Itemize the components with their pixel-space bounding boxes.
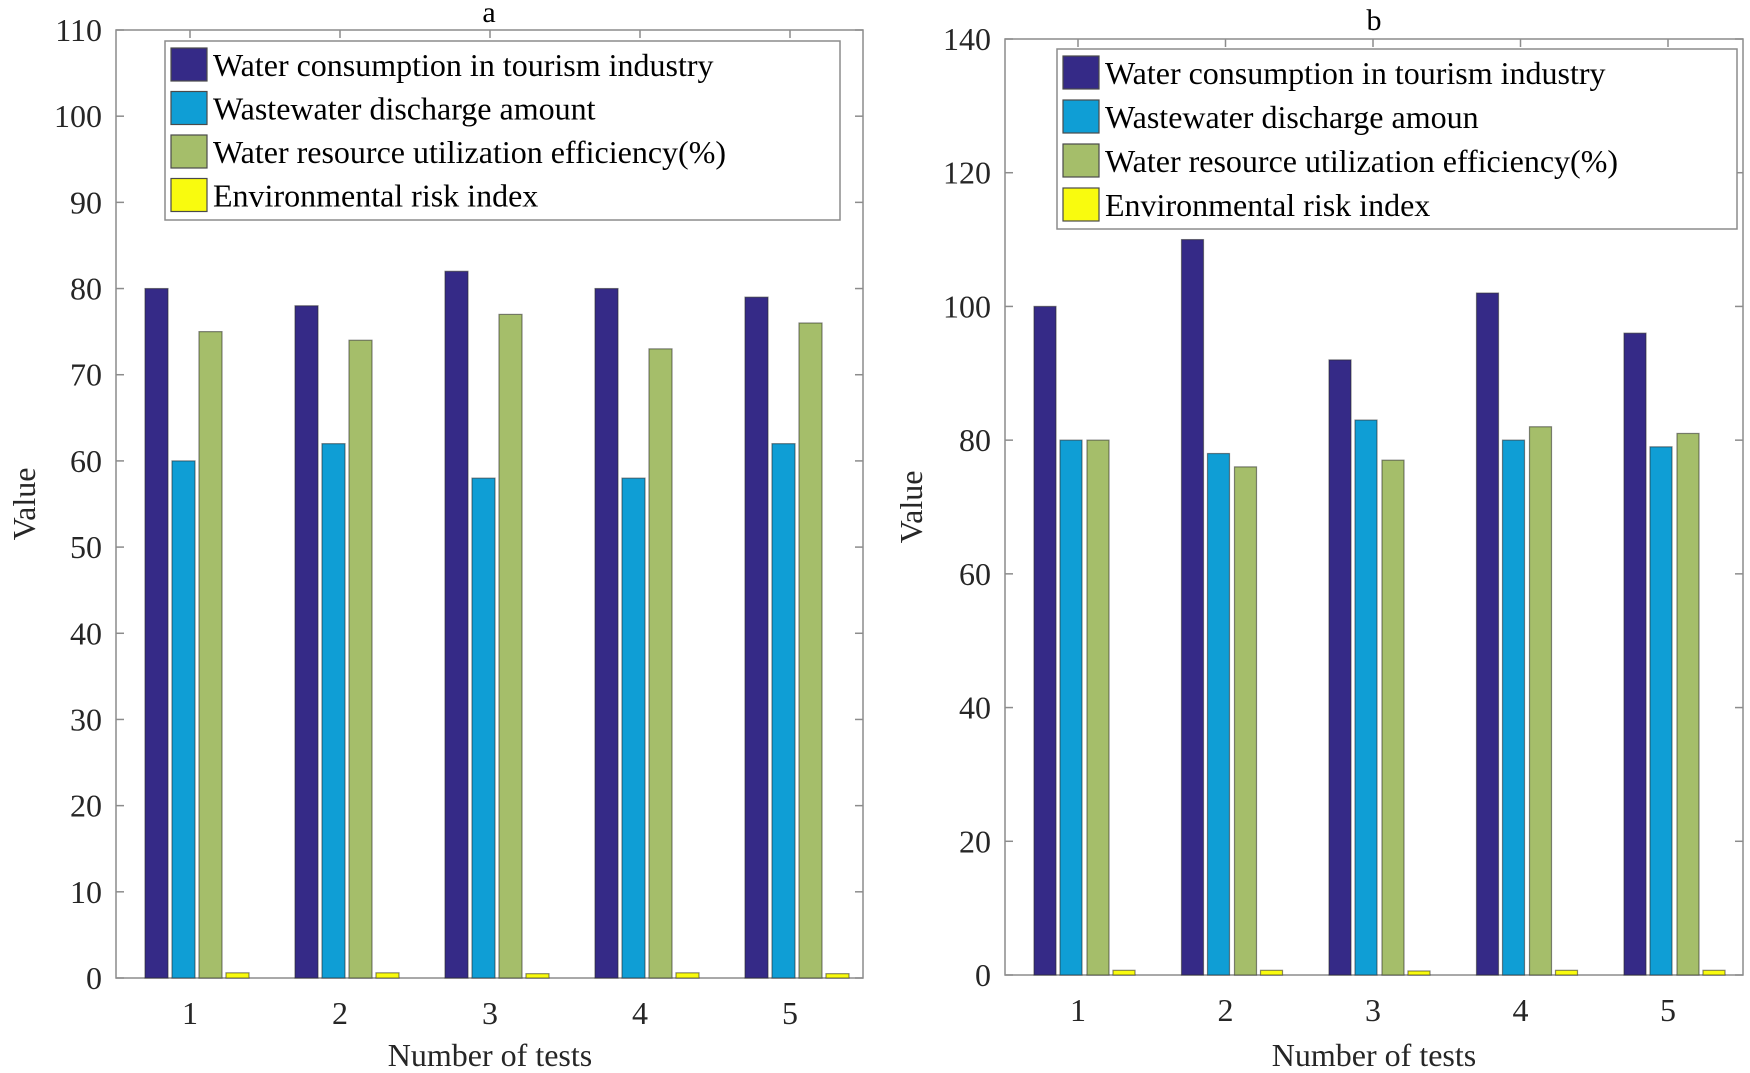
x-tick-label: 5 [782,995,798,1031]
x-tick-label: 2 [332,995,348,1031]
legend-swatch [170,134,208,169]
bar-1-test-2 [294,305,319,979]
legend-label: Wastewater discharge amoun [1105,99,1479,135]
legend-label: Water resource utilization efficiency(%) [213,134,726,170]
bar-2-test-3 [471,477,496,979]
legend-swatch [1062,187,1100,222]
x-tick-label: 2 [1218,992,1234,1028]
x-tick-label: 1 [1070,992,1086,1028]
bar-4-test-2 [375,972,400,979]
y-tick-label: 60 [959,556,991,592]
bar-3-test-3 [498,313,523,979]
y-tick-label: 20 [70,788,102,824]
bar-3-test-2 [348,339,373,979]
bar-2-test-1 [171,460,196,979]
bar-1-test-3 [444,270,469,979]
y-tick-label: 80 [959,422,991,458]
bar-2-test-5 [771,443,796,979]
bar-1-test-1 [1033,305,1057,976]
x-tick-label: 3 [482,995,498,1031]
bar-4-test-1 [1112,969,1136,976]
y-tick-label: 100 [54,98,102,134]
bar-1-test-4 [594,287,619,979]
y-tick-label: 140 [943,21,991,57]
x-tick-label: 4 [632,995,648,1031]
y-tick-label: 60 [70,443,102,479]
bar-3-test-4 [648,348,673,979]
y-axis-label-b: Value [893,471,929,544]
x-tick-label: 4 [1513,992,1529,1028]
x-tick-label: 3 [1365,992,1381,1028]
bar-4-test-4 [1554,969,1579,976]
legend-label: Water resource utilization efficiency(%) [1105,143,1618,179]
legend: Water consumption in tourism industry Was… [1056,48,1738,230]
x-tick-label: 5 [1660,992,1676,1028]
y-tick-label: 0 [975,957,991,993]
y-tick-label: 40 [70,615,102,651]
bar-2-test-2 [321,443,346,979]
legend-box [164,40,841,221]
y-tick-label: 120 [943,155,991,191]
bar-1-test-3 [1328,359,1352,976]
bar-1-test-4 [1475,292,1500,976]
bar-2-test-5 [1649,446,1673,976]
x-axis-label-a: Number of tests [388,1037,592,1073]
panel-title-b: b [1367,4,1382,37]
bar-1-test-1 [144,287,169,979]
y-tick-label: 0 [86,960,102,996]
bar-4-test-4 [675,972,700,979]
legend-label: Environmental risk index [213,178,538,214]
legend: Water consumption in tourism industry Was… [164,40,841,221]
bar-3-test-2 [1233,466,1258,976]
legend-box [1056,48,1738,230]
bar-3-test-1 [198,331,223,979]
legend-label: Wastewater discharge amount [213,91,596,127]
bar-2-test-4 [1501,439,1526,976]
bar-4-test-1 [225,972,250,979]
bar-3-test-5 [798,322,823,979]
bar-1-test-2 [1180,238,1205,976]
panel-b: b Value Number of tests 0 20 40 60 80 100 120 1… [893,4,1744,1073]
y-tick-label: 110 [55,12,102,48]
bar-2-test-1 [1059,439,1083,976]
legend-swatch [170,47,208,82]
y-axis-label-a: Value [6,468,42,541]
legend-swatch [1062,143,1100,178]
bar-3-test-4 [1528,426,1553,976]
panel-title-a: a [482,0,495,29]
y-tick-label: 90 [70,184,102,220]
bar-1-test-5 [744,296,769,979]
y-tick-label: 20 [959,823,991,859]
bar-4-test-5 [1702,969,1726,976]
legend-swatch [1062,55,1100,90]
x-axis-label-b: Number of tests [1272,1037,1476,1073]
panel-a: a Value Number of tests 0 10 20 30 40 50 60 70 8… [6,0,864,1073]
bar-4-test-2 [1259,969,1284,976]
bar-4-test-5 [825,973,850,979]
bar-1-test-5 [1623,332,1647,976]
bar-4-test-3 [1407,970,1431,976]
legend-swatch [170,177,208,213]
legend-swatch [1062,99,1100,134]
legend-label: Water consumption in tourism industry [213,47,713,83]
x-tick-label: 1 [182,995,198,1031]
y-tick-label: 80 [70,271,102,307]
y-tick-label: 50 [70,529,102,565]
bar-2-test-2 [1206,452,1231,976]
y-tick-label: 40 [959,690,991,726]
y-tick-label: 10 [70,874,102,910]
y-tick-label: 30 [70,701,102,737]
bar-3-test-3 [1381,459,1405,976]
legend-swatch [170,90,208,126]
bar-3-test-5 [1676,432,1700,976]
bar-2-test-3 [1354,419,1378,976]
y-tick-label: 100 [943,288,991,324]
bar-2-test-4 [621,477,646,979]
y-tick-label: 70 [70,357,102,393]
bar-3-test-1 [1086,439,1110,976]
legend-label: Environmental risk index [1105,187,1430,223]
bar-4-test-3 [525,973,550,979]
legend-label: Water consumption in tourism industry [1105,55,1605,91]
